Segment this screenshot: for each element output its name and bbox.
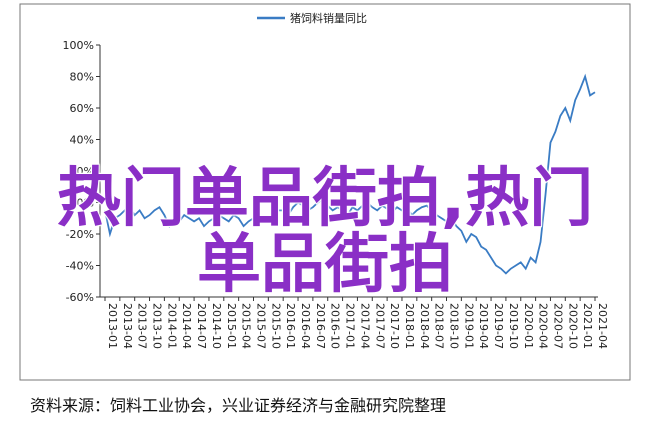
x-tick-label: 2015-04 [240,303,253,349]
x-tick-label: 2014-01 [165,303,178,349]
legend-label: 猪饲料销量同比 [290,11,367,25]
x-tick-label: 2020-04 [537,303,550,349]
y-tick-label: 100% [63,39,94,52]
x-tick-label: 2017-07 [373,303,386,349]
x-tick-label: 2021-01 [581,303,594,349]
x-tick-label: 2013-07 [136,303,149,349]
y-tick-label: 40% [70,134,94,147]
x-tick-label: 2013-04 [121,303,134,349]
y-tick-label: -40% [66,260,94,273]
y-tick-label: 60% [70,102,94,115]
x-tick-label: 2017-01 [344,303,357,349]
y-tick-label: 80% [70,71,94,84]
x-tick-label: 2019-07 [492,303,505,349]
x-tick-label: 2015-10 [269,303,282,349]
x-tick-label: 2018-10 [448,303,461,349]
y-tick-label: 20% [70,165,94,178]
y-tick-label: -60% [66,291,94,304]
x-tick-label: 2020-07 [551,303,564,349]
x-tick-label: 2015-01 [225,303,238,349]
x-tick-label: 2013-10 [151,303,164,349]
x-tick-label: 2013-01 [106,303,119,349]
x-tick-label: 2018-01 [403,303,416,349]
x-tick-label: 2016-01 [284,303,297,349]
x-tick-label: 2016-07 [314,303,327,349]
x-tick-label: 2014-04 [180,303,193,349]
source-note: 资料来源：饲料工业协会，兴业证券经济与金融研究院整理 [30,396,447,415]
x-tick-label: 2019-04 [477,303,490,349]
data-line [104,73,596,275]
x-tick-label: 2015-07 [254,303,267,349]
x-tick-label: 2020-01 [522,303,535,349]
x-tick-label: 2016-04 [299,303,312,349]
x-tick-label: 2014-10 [210,303,223,349]
x-tick-label: 2020-10 [566,303,579,349]
x-tick-label: 2019-10 [507,303,520,349]
x-tick-label: 2017-10 [388,303,401,349]
x-tick-label: 2021-04 [596,303,609,349]
y-tick-label: -20% [66,228,94,241]
chart-frame [19,3,631,381]
y-tick-label: 0% [77,197,94,210]
x-tick-label: 2016-10 [329,303,342,349]
x-tick-label: 2017-04 [358,303,371,349]
x-tick-label: 2018-07 [433,303,446,349]
x-tick-label: 2019-01 [462,303,475,349]
x-tick-label: 2014-07 [195,303,208,349]
overlay-text: 热门单品街拍,热门单品街拍 [56,162,594,302]
x-tick-label: 2018-04 [418,303,431,349]
